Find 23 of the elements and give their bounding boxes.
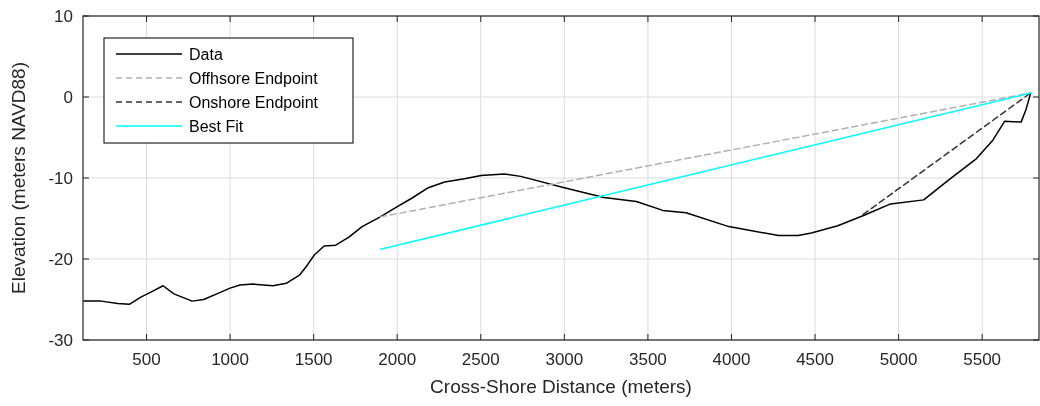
legend-label: Data <box>189 46 223 63</box>
x-tick-label: 1500 <box>294 350 333 369</box>
x-tick-label: 4000 <box>712 350 751 369</box>
x-tick-label: 2500 <box>461 350 500 369</box>
x-tick-label: 5000 <box>879 350 918 369</box>
y-tick-label: -30 <box>48 331 73 350</box>
legend-label: Offhsore Endpoint <box>189 70 319 87</box>
x-tick-label: 1000 <box>211 350 249 369</box>
legend-label: Best Fit <box>189 118 244 135</box>
x-axis-title: Cross-Shore Distance (meters) <box>430 376 692 397</box>
y-tick-label: 10 <box>54 7 73 26</box>
x-tick-label: 3500 <box>629 350 667 369</box>
y-axis-title: Elevation (meters NAVD88) <box>8 62 29 294</box>
x-tick-label: 4500 <box>796 350 834 369</box>
line-series <box>83 92 1032 306</box>
y-tick-label: -20 <box>48 250 73 269</box>
y-tick-label: -10 <box>48 169 73 188</box>
x-tick-label: 5500 <box>963 350 1002 369</box>
x-tick-label: 2000 <box>378 350 417 369</box>
x-tick-label: 500 <box>132 350 161 369</box>
x-tick-label: 3000 <box>545 350 584 369</box>
y-tick-label: 0 <box>63 88 73 107</box>
legend-label: Onshore Endpoint <box>189 94 319 111</box>
